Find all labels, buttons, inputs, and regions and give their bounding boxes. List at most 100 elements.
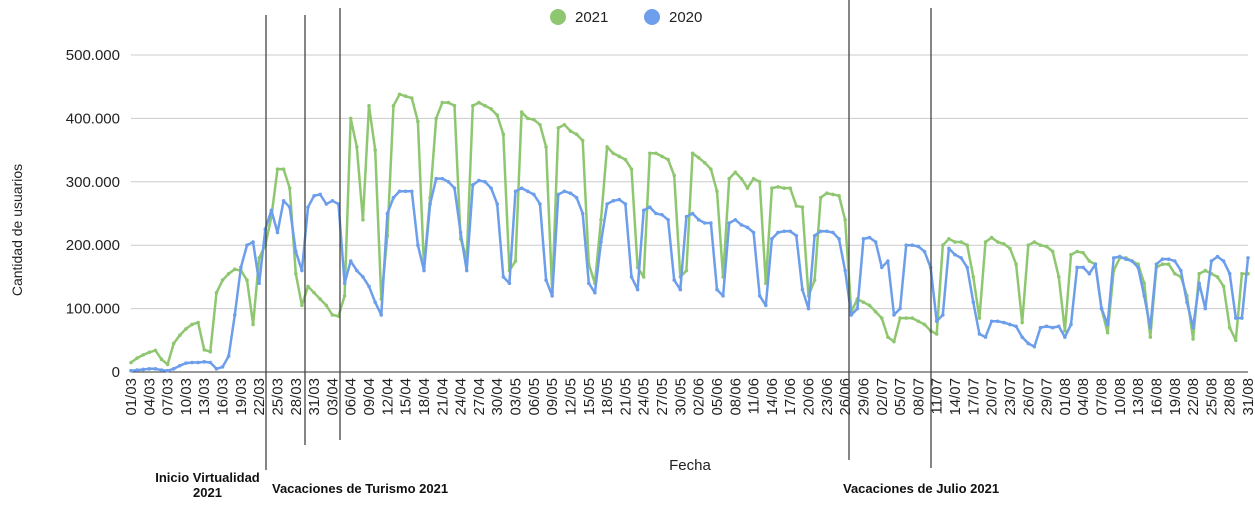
data-point [165,368,170,373]
data-point [208,349,213,354]
data-point [324,202,329,206]
y-tick-label: 400.000 [66,110,120,127]
data-point [831,192,835,197]
data-point [281,167,286,171]
data-point [214,290,219,295]
data-point [934,319,939,324]
data-point [318,297,323,301]
data-point [1026,341,1031,346]
series-line [130,93,1248,366]
data-point [727,176,731,181]
data-point [788,229,793,234]
x-tick-label: 30/04 [489,378,506,416]
data-point [355,268,359,273]
data-point [953,240,957,244]
data-point [648,151,652,156]
data-point [153,367,158,371]
data-point [1008,322,1012,327]
x-tick-label: 15/04 [398,378,415,416]
x-tick-label: 03/04 [324,378,341,416]
data-point [147,350,152,355]
data-point [971,300,976,305]
data-point [391,195,396,200]
data-point [300,268,304,273]
data-point [135,356,139,360]
data-point [1105,330,1110,335]
data-point [971,275,976,279]
data-point [800,205,805,209]
data-point [1154,262,1159,267]
data-point [1130,259,1134,263]
data-point [684,214,689,219]
data-point [757,294,762,298]
data-point [770,186,774,190]
data-point [892,339,896,344]
x-tick-label: 04/08 [1075,378,1092,416]
data-point [574,195,579,200]
data-point [635,287,640,292]
y-axis-title: Cantidad de usuarios [9,164,25,296]
data-point [837,193,841,198]
data-point [886,335,890,339]
data-point [440,176,445,181]
data-point [599,218,603,222]
data-point [995,240,1000,244]
x-tick-label: 24/04 [453,378,470,416]
x-tick-label: 03/05 [508,378,525,416]
data-point [568,191,573,196]
x-tick-label: 13/08 [1130,378,1147,416]
data-point [1233,316,1238,320]
plot: 0 100.000 200.000 300.000 400.000 500.000 01/0… [66,9,1255,416]
data-point [519,186,524,190]
data-point [666,157,670,162]
x-tick-label: 01/08 [1057,378,1074,416]
data-point [580,211,585,216]
data-point [556,126,561,130]
data-point [239,265,243,270]
data-point [422,268,426,273]
data-point [715,189,719,194]
data-point [941,313,945,317]
data-point [153,348,158,353]
data-point [574,132,579,137]
x-tick-label: 18/05 [599,378,616,416]
x-tick-label: 27/04 [471,378,488,416]
data-point [287,186,292,190]
data-point [751,230,756,235]
x-tick-label: 05/06 [709,378,726,416]
x-axis-title: Fecha [669,457,711,474]
data-point [898,316,902,320]
data-point [1197,281,1201,286]
data-point [1142,281,1147,286]
data-point [873,309,878,314]
data-point [190,322,194,327]
data-point [1185,300,1189,305]
data-point [1020,335,1024,339]
data-point [184,361,188,365]
data-point [495,202,500,206]
data-point [641,275,646,279]
x-tick-label: 16/03 [215,378,232,416]
x-tick-label: 11/07 [929,378,946,414]
x-tick-label: 20/06 [801,378,818,416]
data-point [1050,325,1055,330]
data-point [1014,262,1018,267]
data-point [733,170,738,175]
data-point [989,319,994,324]
x-tick-label: 26/06 [837,378,854,416]
data-point [605,145,609,149]
data-point [959,256,963,260]
data-point [837,237,841,241]
data-point [1002,320,1006,325]
data-point [342,281,347,286]
annotation: Vacaciones de Julio 2021 [843,481,1000,496]
data-point [593,290,597,295]
data-point [1075,249,1079,254]
data-point [1020,320,1024,325]
data-point [1209,259,1214,263]
data-point [330,199,335,203]
data-point [794,204,799,208]
data-point [1087,271,1092,276]
data-point [464,268,469,273]
